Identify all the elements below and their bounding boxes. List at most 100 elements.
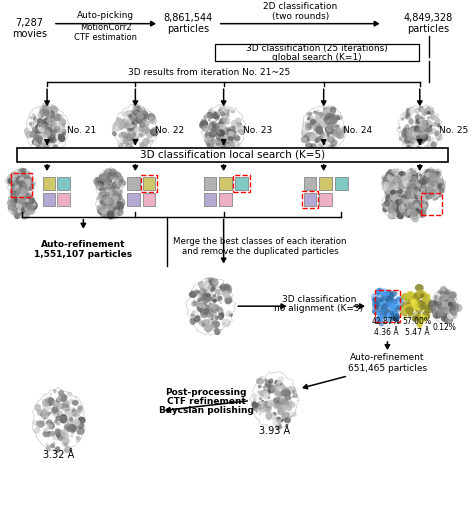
Ellipse shape [445, 295, 450, 301]
Ellipse shape [391, 199, 400, 207]
Ellipse shape [208, 297, 213, 301]
Bar [127, 193, 140, 206]
Ellipse shape [131, 133, 139, 143]
Ellipse shape [429, 184, 436, 191]
Ellipse shape [32, 200, 35, 203]
Ellipse shape [100, 192, 102, 195]
Ellipse shape [46, 130, 51, 136]
Ellipse shape [17, 187, 26, 195]
Ellipse shape [99, 178, 102, 181]
Ellipse shape [109, 194, 115, 201]
Ellipse shape [26, 210, 29, 215]
Ellipse shape [217, 293, 221, 297]
Ellipse shape [108, 206, 112, 210]
Ellipse shape [389, 298, 394, 304]
Ellipse shape [390, 174, 394, 177]
Ellipse shape [389, 177, 395, 184]
Ellipse shape [22, 193, 30, 202]
Ellipse shape [37, 139, 42, 145]
Ellipse shape [46, 117, 55, 125]
Ellipse shape [415, 284, 424, 292]
Ellipse shape [425, 174, 427, 176]
Ellipse shape [438, 299, 447, 308]
Ellipse shape [108, 200, 114, 206]
Ellipse shape [388, 180, 393, 186]
Ellipse shape [11, 183, 18, 189]
Ellipse shape [384, 189, 389, 193]
Ellipse shape [336, 133, 341, 138]
Ellipse shape [328, 122, 331, 125]
Ellipse shape [100, 181, 108, 191]
Ellipse shape [385, 309, 392, 317]
Ellipse shape [108, 180, 112, 183]
Ellipse shape [419, 178, 427, 186]
Ellipse shape [13, 207, 16, 210]
Ellipse shape [396, 212, 404, 219]
Ellipse shape [25, 206, 30, 211]
Ellipse shape [284, 395, 291, 401]
Ellipse shape [203, 291, 206, 294]
Ellipse shape [389, 211, 391, 214]
Ellipse shape [286, 405, 292, 411]
Text: MotionCorr2
CTF estimation: MotionCorr2 CTF estimation [74, 23, 137, 42]
Ellipse shape [106, 202, 116, 210]
Ellipse shape [100, 199, 108, 206]
Ellipse shape [20, 187, 27, 196]
Ellipse shape [10, 184, 18, 191]
Ellipse shape [419, 186, 423, 189]
Ellipse shape [410, 185, 416, 190]
Ellipse shape [409, 198, 416, 207]
Ellipse shape [325, 137, 327, 139]
Ellipse shape [407, 190, 410, 193]
Ellipse shape [16, 195, 20, 199]
Ellipse shape [373, 305, 377, 309]
Ellipse shape [418, 177, 421, 180]
Ellipse shape [398, 195, 401, 197]
Ellipse shape [381, 180, 388, 186]
Ellipse shape [440, 189, 444, 193]
Ellipse shape [109, 192, 118, 200]
Ellipse shape [112, 215, 115, 217]
Ellipse shape [418, 187, 425, 194]
Ellipse shape [427, 176, 432, 181]
Ellipse shape [216, 124, 222, 131]
Ellipse shape [230, 300, 232, 302]
Ellipse shape [447, 305, 454, 311]
Ellipse shape [108, 204, 113, 210]
Ellipse shape [394, 175, 401, 183]
Ellipse shape [394, 181, 403, 190]
Ellipse shape [431, 131, 434, 134]
Ellipse shape [273, 403, 280, 409]
Ellipse shape [22, 182, 27, 187]
Ellipse shape [418, 139, 424, 145]
Ellipse shape [22, 194, 28, 199]
Ellipse shape [325, 113, 332, 119]
Ellipse shape [301, 136, 310, 143]
Ellipse shape [414, 203, 419, 207]
Ellipse shape [432, 311, 438, 318]
Ellipse shape [405, 210, 412, 218]
Ellipse shape [409, 195, 414, 201]
Ellipse shape [384, 205, 388, 209]
Ellipse shape [142, 107, 145, 110]
Ellipse shape [27, 201, 36, 209]
Ellipse shape [306, 132, 311, 138]
Ellipse shape [401, 188, 410, 197]
Ellipse shape [390, 185, 398, 194]
Ellipse shape [401, 195, 404, 199]
Ellipse shape [282, 389, 291, 397]
Ellipse shape [331, 129, 338, 136]
Ellipse shape [111, 190, 114, 195]
Ellipse shape [109, 197, 112, 200]
Ellipse shape [194, 289, 199, 295]
Ellipse shape [108, 190, 115, 198]
Ellipse shape [278, 404, 287, 413]
Ellipse shape [257, 390, 262, 394]
Ellipse shape [409, 180, 418, 190]
Ellipse shape [412, 197, 417, 201]
Ellipse shape [320, 132, 323, 134]
Ellipse shape [431, 173, 439, 181]
Ellipse shape [78, 424, 84, 429]
Ellipse shape [210, 287, 215, 292]
Ellipse shape [386, 298, 391, 303]
